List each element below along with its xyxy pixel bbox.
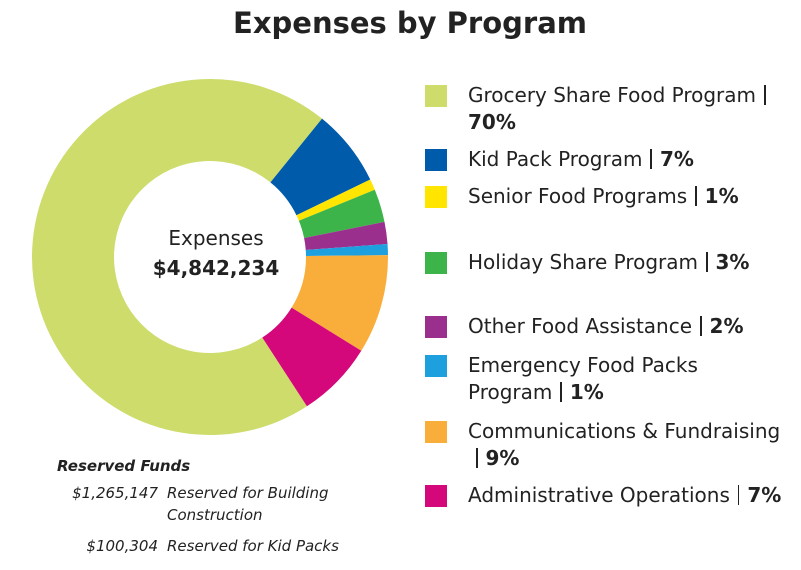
legend-label: Other Food Assistance bbox=[468, 314, 693, 338]
donut-segment bbox=[304, 221, 388, 250]
separator bbox=[650, 149, 652, 169]
legend-item: Grocery Share Food Program 70% bbox=[425, 82, 788, 136]
legend-text: Kid Pack Program 7% bbox=[468, 146, 788, 173]
donut-segment bbox=[291, 255, 388, 351]
legend-item: Communications & Fundraising 9% bbox=[425, 418, 788, 472]
separator bbox=[695, 186, 697, 206]
legend-item: Senior Food Programs 1% bbox=[425, 183, 788, 210]
center-label: Expenses bbox=[168, 226, 263, 250]
legend-swatch bbox=[425, 355, 447, 377]
legend-value: 1% bbox=[704, 184, 739, 208]
legend-label: Emergency Food Packs Program bbox=[468, 353, 698, 404]
legend-value: 7% bbox=[659, 147, 694, 171]
legend-value: 70% bbox=[468, 110, 516, 134]
separator bbox=[737, 485, 740, 505]
legend-swatch bbox=[425, 316, 447, 338]
legend-item: Kid Pack Program 7% bbox=[425, 146, 788, 173]
legend-value: 2% bbox=[709, 314, 744, 338]
donut-segment bbox=[262, 307, 362, 407]
legend-text: Grocery Share Food Program 70% bbox=[468, 82, 788, 136]
legend-swatch bbox=[425, 149, 447, 171]
donut-segment bbox=[296, 179, 375, 221]
separator bbox=[764, 85, 766, 105]
donut-segment bbox=[305, 243, 388, 256]
legend-item: Other Food Assistance 2% bbox=[425, 313, 788, 340]
legend-text: Senior Food Programs 1% bbox=[468, 183, 788, 210]
separator bbox=[560, 382, 562, 402]
separator bbox=[706, 252, 708, 272]
chart-title: Expenses by Program bbox=[233, 6, 587, 40]
legend-item: Administrative Operations 7% bbox=[425, 482, 788, 509]
reserved-amount: $1,265,147 bbox=[72, 484, 158, 502]
donut: Expenses $4,842,234 bbox=[31, 79, 388, 436]
donut-segment bbox=[298, 189, 385, 239]
separator bbox=[476, 448, 478, 468]
legend-text: Other Food Assistance 2% bbox=[468, 313, 788, 340]
donut-segment bbox=[270, 118, 371, 216]
legend-swatch bbox=[425, 485, 447, 507]
separator bbox=[700, 316, 702, 336]
reserved-label: Reserved for Building Construction bbox=[167, 484, 329, 524]
legend-text: Administrative Operations 7% bbox=[468, 482, 788, 509]
legend-text: Holiday Share Program 3% bbox=[468, 249, 788, 276]
legend-swatch bbox=[425, 421, 447, 443]
legend-swatch bbox=[425, 85, 447, 107]
legend-item: Holiday Share Program 3% bbox=[425, 249, 788, 276]
legend-swatch bbox=[425, 252, 447, 274]
legend-item: Emergency Food Packs Program 1% bbox=[425, 352, 788, 406]
reserved-amount: $100,304 bbox=[86, 537, 158, 555]
legend-label: Administrative Operations bbox=[468, 483, 730, 507]
legend-label: Communications & Fundraising bbox=[468, 419, 781, 443]
legend-label: Kid Pack Program bbox=[468, 147, 643, 171]
reserved-label: Reserved for Kid Packs bbox=[167, 537, 339, 555]
legend-text: Communications & Fundraising 9% bbox=[468, 418, 788, 472]
center-value: $4,842,234 bbox=[153, 256, 280, 280]
legend-label: Holiday Share Program bbox=[468, 250, 698, 274]
legend-label: Grocery Share Food Program bbox=[468, 83, 757, 107]
legend-label: Senior Food Programs bbox=[468, 184, 688, 208]
legend-value: 7% bbox=[747, 483, 782, 507]
legend-text: Emergency Food Packs Program 1% bbox=[468, 352, 788, 406]
legend-swatch bbox=[425, 186, 447, 208]
legend-value: 3% bbox=[715, 250, 750, 274]
legend-value: 9% bbox=[485, 446, 520, 470]
legend-value: 1% bbox=[569, 380, 604, 404]
donut-segment bbox=[31, 79, 323, 436]
reserved-title: Reserved Funds bbox=[57, 457, 191, 475]
